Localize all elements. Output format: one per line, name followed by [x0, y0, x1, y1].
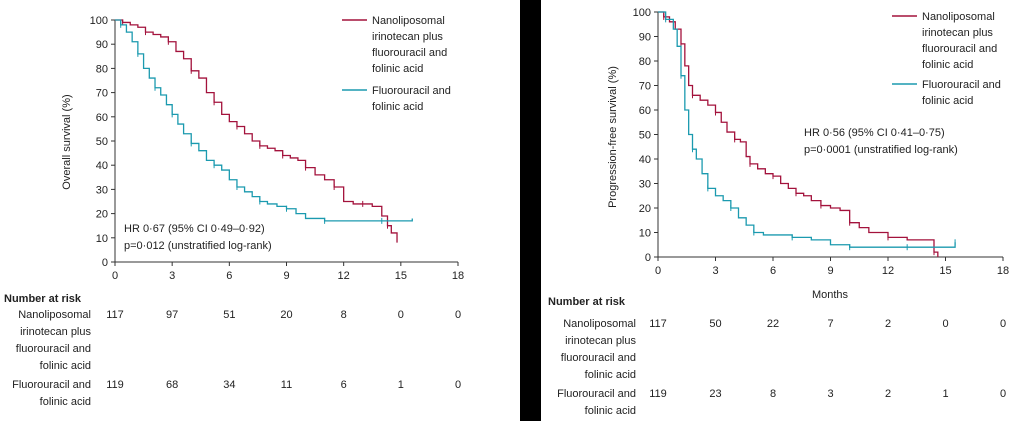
risk-value: 97 [166, 309, 178, 321]
risk-value: 0 [455, 379, 461, 391]
risk-value: 68 [166, 379, 178, 391]
risk-value: 1 [942, 388, 948, 400]
legend-label-series-2: Fluorouracil and folinic acid [922, 79, 1001, 107]
x-tick-label: 6 [770, 265, 776, 277]
x-tick-label: 0 [112, 270, 118, 282]
risk-row-label: folinic acid [40, 396, 91, 408]
risk-row-label: Nanoliposomal [18, 309, 91, 321]
risk-value: 50 [709, 318, 721, 330]
x-axis-title: Months [812, 289, 849, 301]
risk-table-title: Number at risk [4, 293, 82, 305]
y-tick-label: 50 [96, 136, 108, 148]
x-tick-label: 15 [939, 265, 951, 277]
risk-value: 2 [885, 388, 891, 400]
x-tick-label: 3 [169, 270, 175, 282]
y-tick-label: 90 [96, 39, 108, 51]
hazard-ratio-annotation-line: HR 0·56 (95% CI 0·41–0·75) [804, 127, 945, 139]
legend-label-series-1: Nanoliposomal irinotecan plus fluorouracil… [372, 15, 447, 75]
y-tick-label: 50 [639, 130, 651, 142]
x-tick-label: 0 [655, 265, 661, 277]
overall-survival-panel: 0 10 20 30 40 50 60 70 80 90 100 0 3 6 9 12 15 18 Overall … [0, 0, 520, 421]
legend-label-series-1: Nanoliposomal irinotecan plus fluorouracil… [922, 11, 997, 71]
x-tick-label: 9 [283, 270, 289, 282]
risk-value: 2 [885, 318, 891, 330]
risk-value: 0 [1000, 318, 1006, 330]
x-tick-label: 6 [226, 270, 232, 282]
risk-value: 20 [280, 309, 292, 321]
risk-row-label: irinotecan plus [565, 335, 636, 347]
risk-value: 8 [341, 309, 347, 321]
risk-table-title: Number at risk [548, 296, 626, 308]
y-tick-label: 20 [639, 203, 651, 215]
risk-row-label: fluorouracil and [561, 352, 636, 364]
x-tick-label: 18 [997, 265, 1009, 277]
y-tick-label: 100 [633, 7, 651, 19]
risk-value: 0 [398, 309, 404, 321]
y-tick-label: 80 [639, 56, 651, 68]
risk-value: 34 [223, 379, 235, 391]
legend-label-series-2: Fluorouracil and folinic acid [372, 85, 451, 113]
risk-value: 3 [827, 388, 833, 400]
risk-value: 8 [770, 388, 776, 400]
risk-value: 23 [709, 388, 721, 400]
x-tick-label: 3 [712, 265, 718, 277]
risk-value: 51 [223, 309, 235, 321]
y-tick-label: 30 [639, 179, 651, 191]
survival-curve-series-2 [115, 19, 413, 222]
y-tick-label: 40 [639, 154, 651, 166]
hazard-ratio-annotation-line: HR 0·67 (95% CI 0·49–0·92) [124, 223, 265, 235]
risk-value: 117 [106, 309, 124, 321]
y-tick-label: 0 [645, 252, 651, 264]
risk-row-label: fluorouracil and [16, 343, 91, 355]
survival-curve-series-2 [658, 11, 956, 248]
y-tick-label: 30 [96, 184, 108, 196]
y-tick-label: 100 [90, 15, 108, 27]
y-tick-label: 80 [96, 63, 108, 75]
hazard-ratio-annotation-line: p=0·0001 (unstratified log-rank) [804, 144, 958, 156]
risk-value: 1 [398, 379, 404, 391]
risk-value: 7 [827, 318, 833, 330]
survival-curve-series-1 [115, 19, 398, 243]
risk-value: 6 [341, 379, 347, 391]
y-tick-label: 90 [639, 32, 651, 44]
y-tick-label: 40 [96, 160, 108, 172]
risk-value: 0 [455, 309, 461, 321]
risk-row-label: Fluorouracil and [557, 388, 636, 400]
risk-row-label: folinic acid [585, 405, 636, 417]
risk-row-label: folinic acid [585, 369, 636, 381]
survival-curve-series-1 [658, 11, 939, 257]
y-tick-label: 10 [96, 233, 108, 245]
y-axis-title: Progression-free survival (%) [607, 66, 619, 208]
x-tick-label: 18 [452, 270, 464, 282]
x-tick-label: 12 [338, 270, 350, 282]
risk-row-label: Fluorouracil and [12, 379, 91, 391]
x-tick-label: 9 [827, 265, 833, 277]
risk-row-label: Nanoliposomal [563, 318, 636, 330]
risk-value: 0 [942, 318, 948, 330]
risk-value: 11 [281, 379, 292, 391]
risk-row-label: irinotecan plus [20, 326, 91, 338]
risk-row-label: folinic acid [40, 360, 91, 372]
risk-value: 0 [1000, 388, 1006, 400]
risk-value: 119 [106, 379, 124, 391]
y-tick-label: 10 [639, 228, 651, 240]
y-tick-label: 70 [96, 88, 108, 100]
x-tick-label: 15 [395, 270, 407, 282]
progression-free-survival-panel: 0 10 20 30 40 50 60 70 80 90 100 0 3 6 9 12 15 18 Progress… [541, 0, 1024, 421]
y-tick-label: 20 [96, 209, 108, 221]
y-axis-title: Overall survival (%) [61, 94, 73, 189]
risk-value: 117 [649, 318, 667, 330]
y-tick-label: 60 [639, 105, 651, 117]
x-tick-label: 12 [882, 265, 894, 277]
hazard-ratio-annotation-line: p=0·012 (unstratified log-rank) [124, 240, 272, 252]
y-tick-label: 70 [639, 81, 651, 93]
y-tick-label: 0 [102, 257, 108, 269]
risk-value: 22 [767, 318, 779, 330]
y-tick-label: 60 [96, 112, 108, 124]
risk-value: 119 [649, 388, 667, 400]
